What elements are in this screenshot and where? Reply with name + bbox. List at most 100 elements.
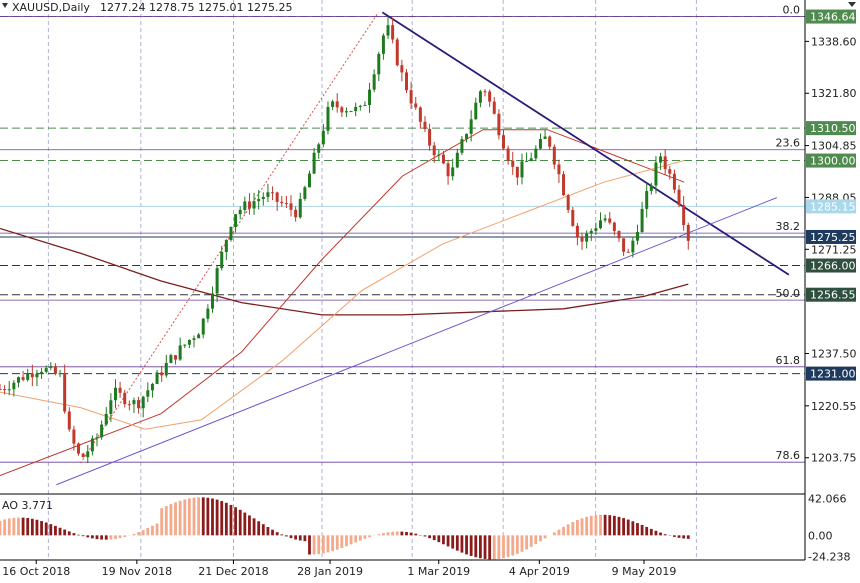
candle-body <box>470 119 473 134</box>
candle-body <box>664 156 667 169</box>
candle-body <box>165 363 168 375</box>
candle-body <box>160 372 163 375</box>
candle-body <box>132 400 135 404</box>
candle-body <box>678 190 681 205</box>
ao-bar <box>678 535 681 537</box>
ao-bar <box>156 524 159 536</box>
ao-bar <box>211 498 214 535</box>
candle-body <box>548 137 551 147</box>
candle-body <box>608 218 611 222</box>
ao-bar <box>567 524 570 535</box>
ao-bar <box>428 535 431 538</box>
ao-bar <box>17 518 20 536</box>
ao-bar <box>68 531 71 535</box>
ao-bar <box>618 517 621 535</box>
ao-bar <box>165 506 168 535</box>
corner-dropdown-icon[interactable] <box>848 2 856 7</box>
candle-body <box>520 161 523 177</box>
candle-body <box>581 238 584 242</box>
ao-bar <box>507 535 510 557</box>
ao-bar <box>137 532 140 535</box>
candle-body <box>290 203 293 209</box>
ao-bar <box>197 497 200 535</box>
ao-bar <box>599 515 602 536</box>
candle-body <box>0 389 2 390</box>
chart-header[interactable]: XAUUSD,Daily 1277.24 1278.75 1275.01 127… <box>2 1 292 14</box>
candle-body <box>59 373 62 374</box>
candle-body <box>645 191 648 209</box>
candle-body <box>576 226 579 238</box>
candle-body <box>410 90 413 103</box>
ao-bar <box>183 499 186 535</box>
fib-label: 50.0 <box>776 287 801 300</box>
candle-body <box>169 355 172 363</box>
level-label-text: 1310.50 <box>810 122 856 135</box>
candle-body <box>156 372 159 383</box>
candle-body <box>77 444 80 454</box>
ao-bar <box>119 535 122 538</box>
plot-background <box>0 0 805 560</box>
ao-bar <box>239 510 242 536</box>
ao-bar <box>525 535 528 549</box>
candle-body <box>68 412 71 430</box>
level-label-text: 1231.00 <box>810 368 856 381</box>
ao-bar <box>317 535 320 554</box>
price-tick-label: 1237.50 <box>811 348 857 361</box>
ao-bar <box>234 507 237 535</box>
candle-body <box>303 187 306 199</box>
candle-body <box>396 40 399 66</box>
ao-bar <box>146 528 149 535</box>
ao-bar <box>331 535 334 551</box>
candle-body <box>594 228 597 231</box>
candle-body <box>617 231 620 238</box>
ao-bar <box>521 535 524 551</box>
ao-bar <box>109 535 112 539</box>
candle-body <box>3 389 6 390</box>
ao-bar <box>664 534 667 535</box>
ao-bar <box>327 535 330 552</box>
candle-body <box>604 218 607 220</box>
candle-body <box>544 137 547 139</box>
ao-bar <box>613 516 616 535</box>
ao-bar <box>8 518 11 535</box>
ao-bar <box>257 521 260 535</box>
ao-bar <box>54 526 57 535</box>
ao-bar <box>45 523 48 536</box>
candle-body <box>599 220 602 228</box>
candle-body <box>354 107 357 111</box>
ao-bar <box>40 521 43 535</box>
ao-bar <box>354 535 357 542</box>
ao-bar <box>303 535 306 541</box>
ao-bar <box>299 535 302 540</box>
price-axis[interactable]: 1338.601321.801304.851288.051271.251237.… <box>805 35 857 464</box>
ao-bar <box>627 520 630 536</box>
ao-bar <box>493 535 496 559</box>
ao-bar <box>280 534 283 535</box>
ao-bar <box>645 527 648 535</box>
candle-body <box>326 107 329 131</box>
candle-body <box>497 114 500 135</box>
candle-body <box>206 309 209 319</box>
candle-body <box>539 139 542 149</box>
candle-body <box>562 174 565 195</box>
fib-label: 23.6 <box>776 137 801 150</box>
candle-body <box>54 366 57 374</box>
candle-body <box>257 199 260 201</box>
candle-body <box>484 91 487 92</box>
ao-bar <box>114 535 117 539</box>
ao-bar <box>142 530 145 535</box>
candle-body <box>373 74 376 89</box>
ao-bar <box>604 515 607 536</box>
candle-body <box>405 72 408 90</box>
ao-bar <box>86 535 89 537</box>
candle-body <box>262 197 265 199</box>
level-label-text: 1300.00 <box>810 155 856 168</box>
candle-body <box>253 201 256 208</box>
ao-bar <box>553 532 556 535</box>
candle-body <box>8 389 11 390</box>
ao-bar <box>59 528 62 536</box>
ao-bar <box>290 535 293 538</box>
